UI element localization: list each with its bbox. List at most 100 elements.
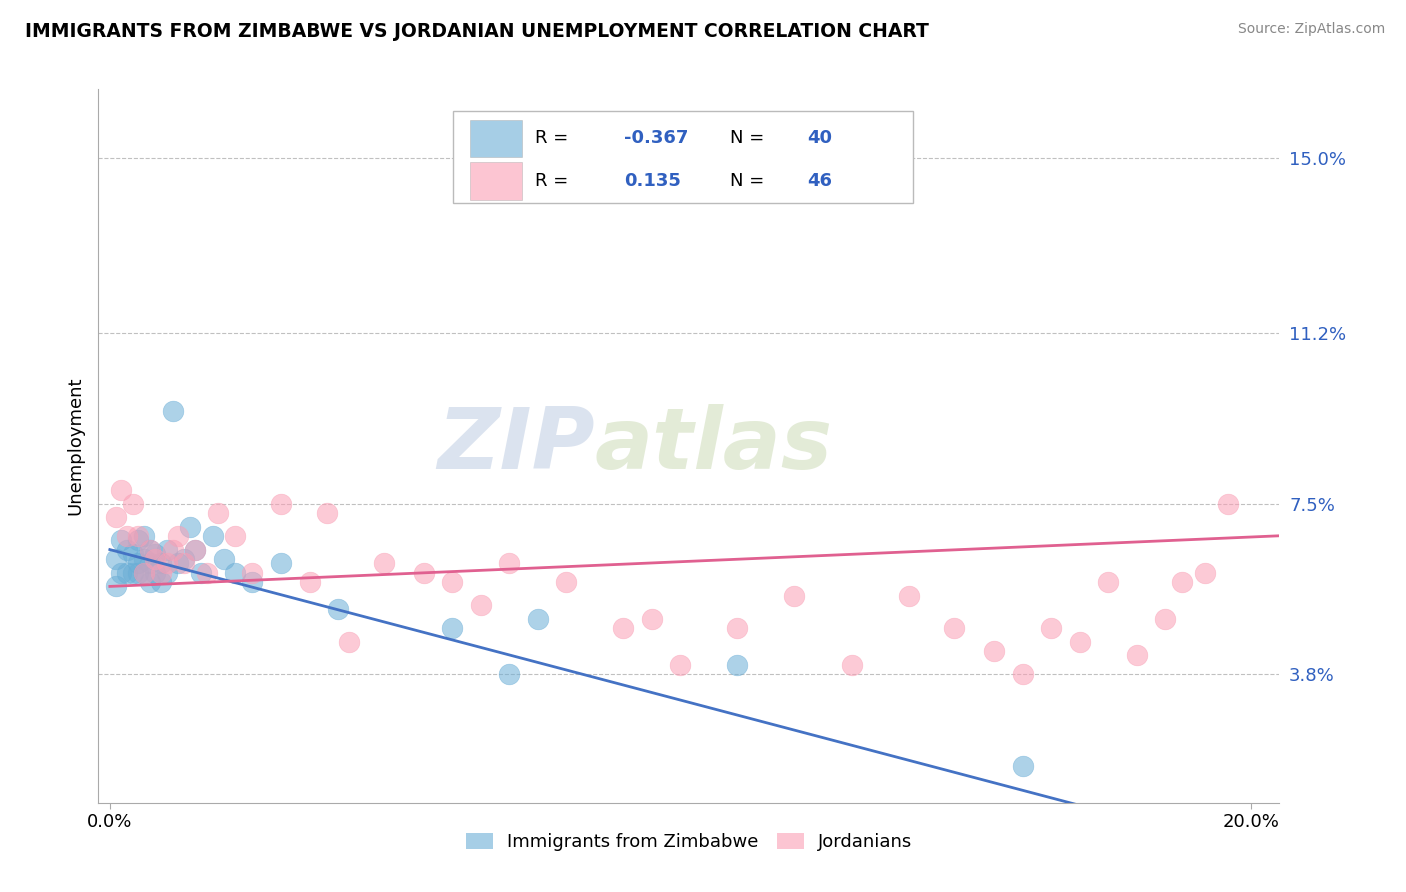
FancyBboxPatch shape [471, 120, 523, 157]
Point [139, 542, 162, 557]
Legend: Immigrants from Zimbabwe, Jordanians: Immigrants from Zimbabwe, Jordanians [458, 825, 920, 858]
Point [725, 621, 748, 635]
Point [669, 657, 692, 672]
Point [104, 579, 127, 593]
Text: N =: N = [730, 172, 770, 190]
Point [195, 566, 218, 580]
Point [326, 602, 349, 616]
Point [555, 574, 578, 589]
FancyBboxPatch shape [471, 162, 523, 200]
Point [150, 557, 173, 571]
Text: 40: 40 [807, 129, 832, 147]
Point [162, 542, 184, 557]
Point [150, 574, 173, 589]
Point [1171, 574, 1194, 589]
Point [1194, 566, 1216, 580]
Point [127, 529, 149, 543]
Point [110, 566, 132, 580]
Text: 46: 46 [807, 172, 832, 190]
Point [498, 666, 520, 681]
Point [224, 566, 246, 580]
Point [242, 574, 264, 589]
Point [167, 557, 190, 571]
Point [412, 566, 434, 580]
Text: ZIP: ZIP [437, 404, 595, 488]
Point [127, 557, 149, 571]
Point [498, 557, 520, 571]
Point [173, 551, 195, 566]
Text: N =: N = [730, 129, 770, 147]
Point [167, 529, 190, 543]
Point [145, 566, 167, 580]
Point [783, 589, 806, 603]
Point [612, 621, 634, 635]
Point [115, 566, 138, 580]
Point [339, 634, 361, 648]
Text: Source: ZipAtlas.com: Source: ZipAtlas.com [1237, 22, 1385, 37]
Point [270, 497, 292, 511]
Point [150, 566, 173, 580]
Point [526, 612, 548, 626]
Point [725, 657, 748, 672]
Point [179, 519, 201, 533]
Point [897, 589, 920, 603]
FancyBboxPatch shape [453, 111, 914, 203]
Point [1154, 612, 1177, 626]
Point [104, 551, 127, 566]
Y-axis label: Unemployment: Unemployment [66, 376, 84, 516]
Point [121, 566, 143, 580]
Point [139, 557, 162, 571]
Point [132, 551, 155, 566]
Point [224, 529, 246, 543]
Point [121, 497, 143, 511]
Point [1011, 759, 1033, 773]
Point [115, 529, 138, 543]
Point [190, 566, 212, 580]
Point [1040, 621, 1063, 635]
Point [104, 510, 127, 524]
Point [315, 506, 337, 520]
Point [156, 542, 179, 557]
Text: atlas: atlas [595, 404, 832, 488]
Point [156, 557, 179, 571]
Point [1097, 574, 1119, 589]
Point [270, 557, 292, 571]
Point [841, 657, 863, 672]
Point [943, 621, 966, 635]
Point [127, 533, 149, 548]
Point [470, 598, 492, 612]
Point [110, 483, 132, 497]
Text: -0.367: -0.367 [624, 129, 689, 147]
Point [110, 533, 132, 548]
Point [641, 612, 664, 626]
Point [162, 404, 184, 418]
Point [1126, 648, 1149, 663]
Point [1216, 497, 1239, 511]
Point [156, 566, 179, 580]
Text: R =: R = [536, 129, 575, 147]
Point [441, 621, 464, 635]
Text: R =: R = [536, 172, 575, 190]
Point [139, 542, 162, 557]
Point [139, 574, 162, 589]
Point [145, 551, 167, 566]
Point [441, 574, 464, 589]
Point [173, 557, 195, 571]
Point [1011, 666, 1033, 681]
Point [1069, 634, 1091, 648]
Point [132, 529, 155, 543]
Point [184, 542, 207, 557]
Point [121, 547, 143, 561]
Point [184, 542, 207, 557]
Point [298, 574, 321, 589]
Point [115, 542, 138, 557]
Point [207, 506, 229, 520]
Point [132, 566, 155, 580]
Point [983, 644, 1005, 658]
Point [212, 551, 235, 566]
Point [145, 547, 167, 561]
Point [242, 566, 264, 580]
Text: IMMIGRANTS FROM ZIMBABWE VS JORDANIAN UNEMPLOYMENT CORRELATION CHART: IMMIGRANTS FROM ZIMBABWE VS JORDANIAN UN… [25, 22, 929, 41]
Point [132, 566, 155, 580]
Point [127, 566, 149, 580]
